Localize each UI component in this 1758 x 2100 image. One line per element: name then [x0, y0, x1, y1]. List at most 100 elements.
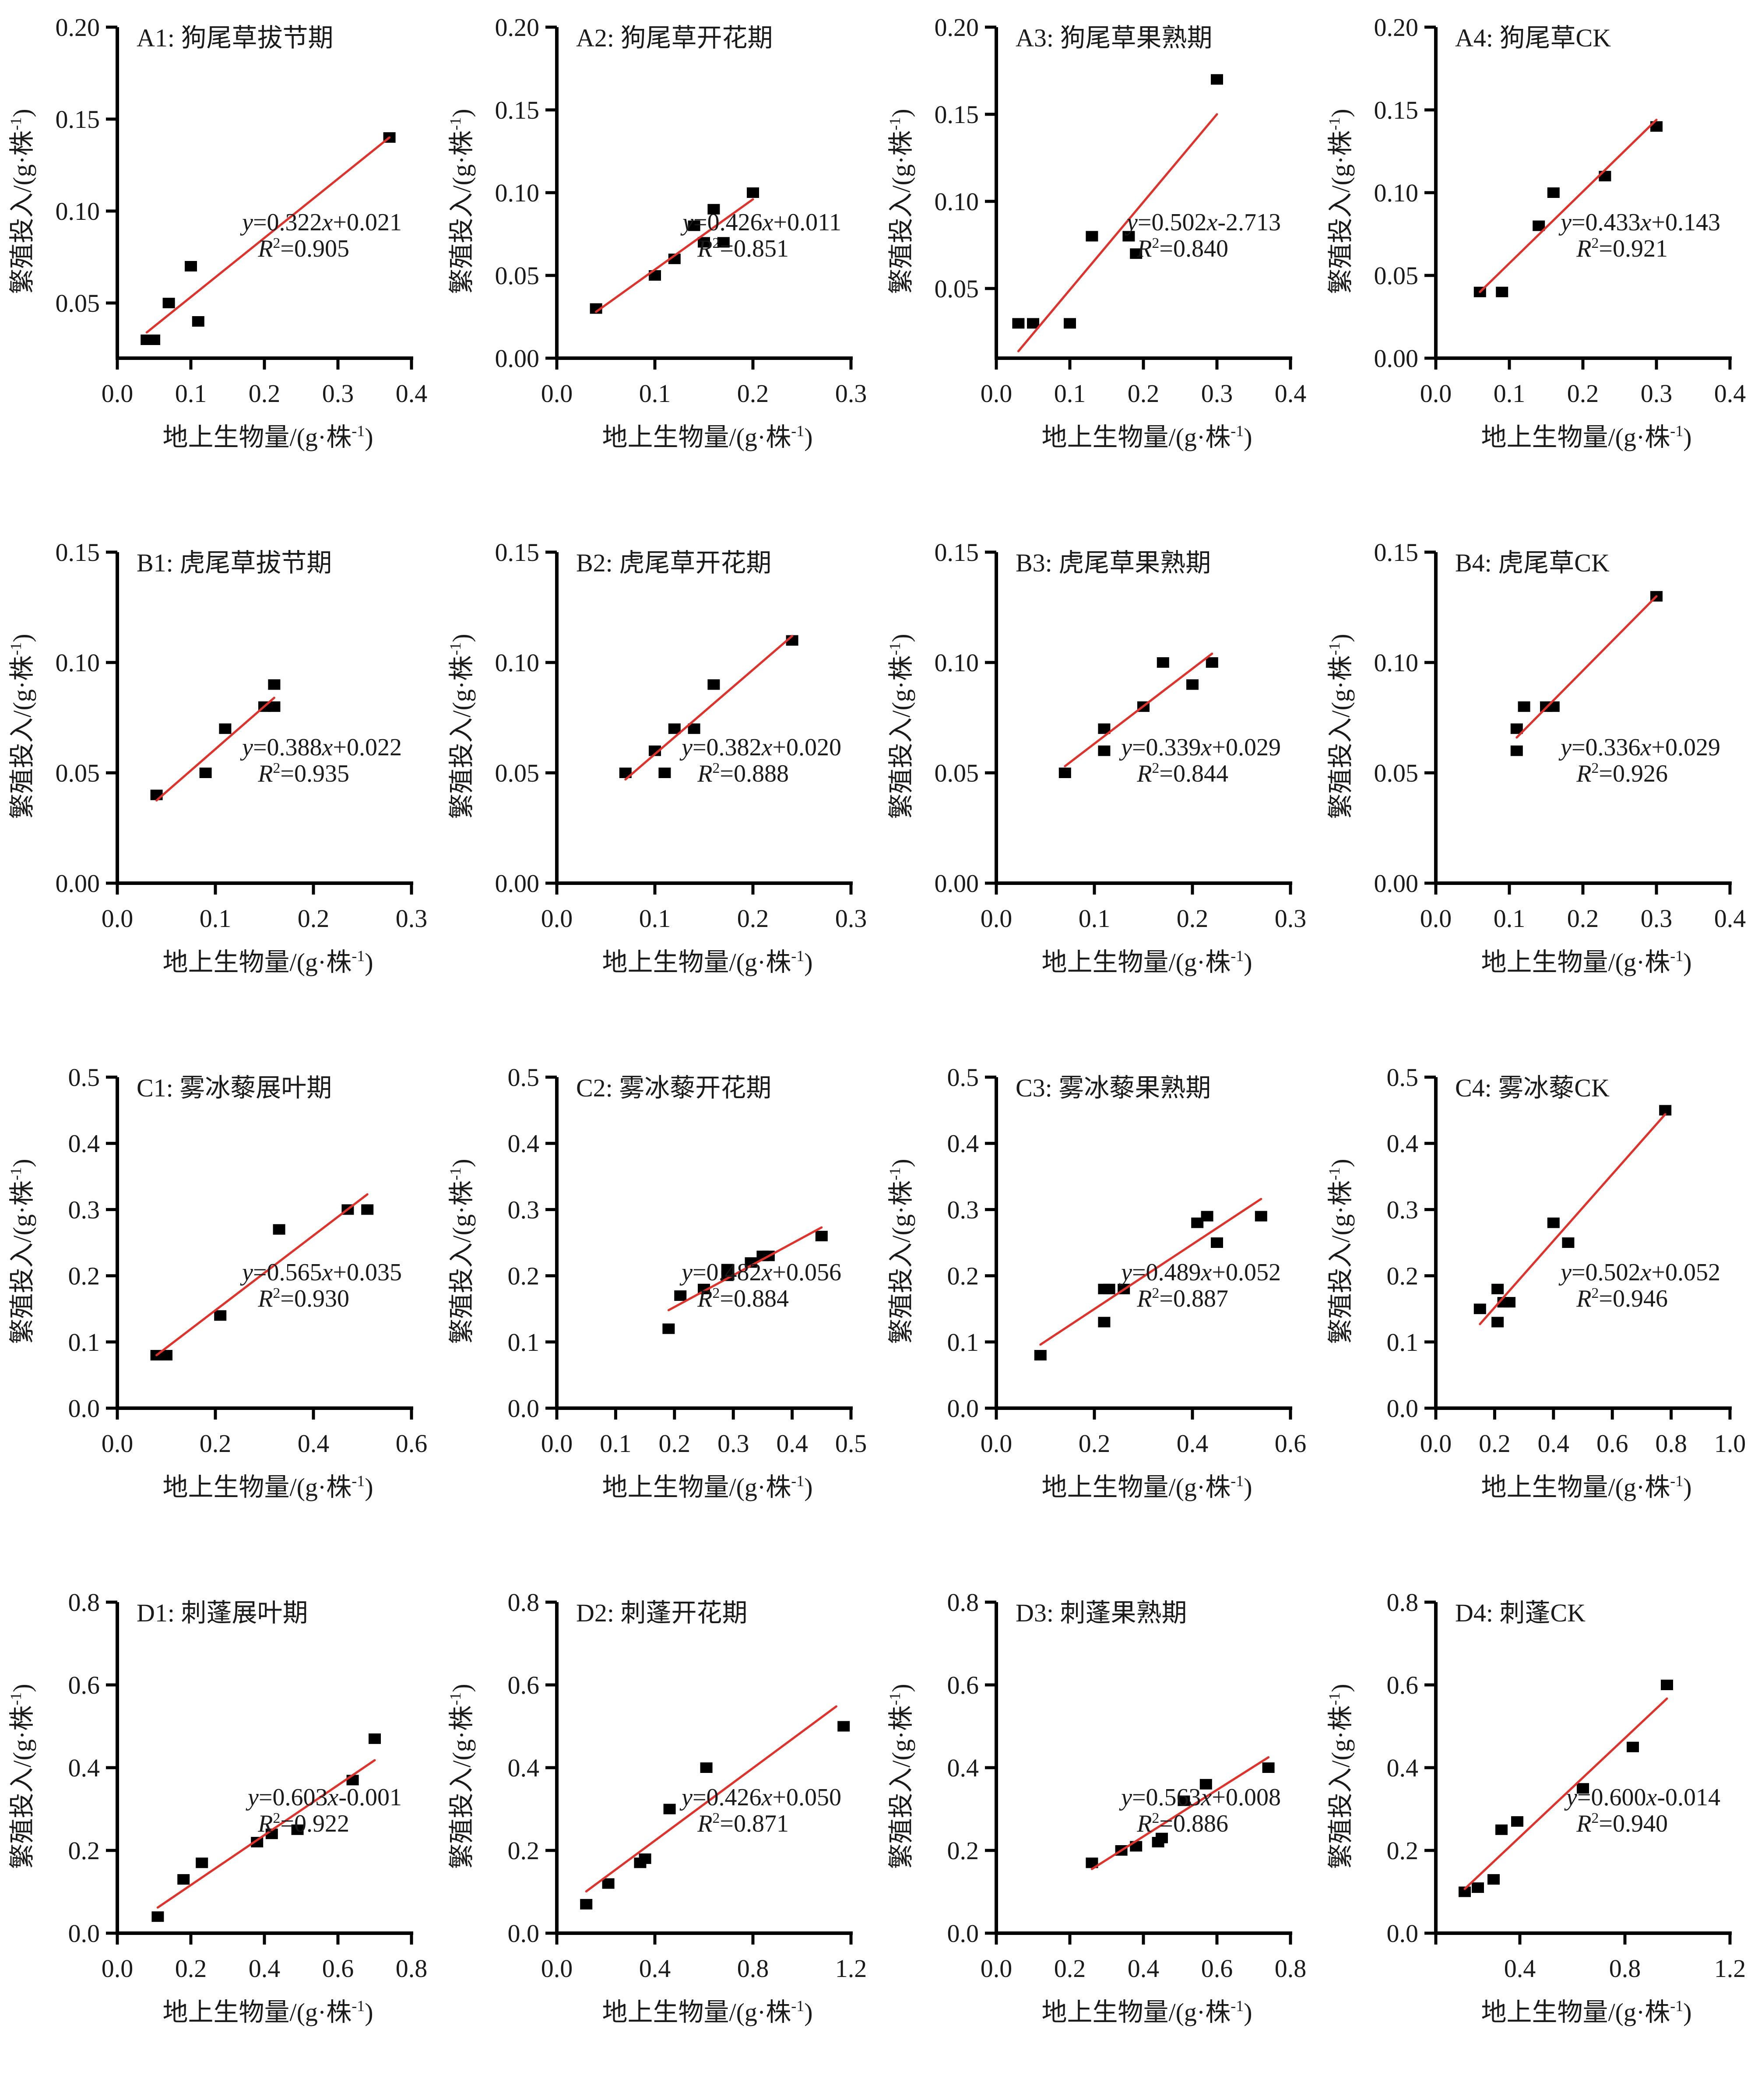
chart-panel-D4: 0.0 0.2 0.4 0.6 0.8 0.4 0.8 1.2 D4: 刺蓬CK 地上生物量/(g… — [1318, 1575, 1758, 2100]
data-point — [1473, 1304, 1486, 1314]
y-axis-label-paren: ) — [447, 1159, 476, 1167]
x-tick-label: 0.4 — [298, 1429, 330, 1458]
eq-x: x — [1206, 209, 1217, 236]
chart-panel-A4: 0.00 0.05 0.10 0.15 0.20 0.0 0.1 0.2 0.3 0.4 A4: 狗… — [1318, 0, 1758, 525]
y-tick-label: 0.5 — [947, 1063, 979, 1092]
data-point — [1533, 220, 1545, 231]
x-axis-label-text: 地上生物量/(g·株 — [1041, 423, 1231, 451]
y-tick-label: 0.20 — [1374, 13, 1419, 42]
data-point — [1064, 318, 1076, 329]
x-tick-label: 0.4 — [776, 1429, 808, 1458]
y-axis-label-sup: -1 — [447, 1692, 464, 1705]
panel-title: A4: 狗尾草CK — [1455, 24, 1611, 52]
r2-label: R — [1576, 1810, 1591, 1837]
r2-label: R — [1136, 760, 1152, 787]
x-axis-label-paren: ) — [365, 948, 373, 976]
y-tick-label: 0.4 — [508, 1754, 540, 1782]
data-point — [1262, 1762, 1275, 1773]
y-tick-label: 0.6 — [68, 1671, 100, 1699]
data-point — [273, 1224, 285, 1235]
x-axis-label-text: 地上生物量/(g·株 — [602, 423, 791, 451]
data-point — [151, 1911, 164, 1922]
x-tick-label: 0.1 — [1494, 379, 1526, 408]
x-axis-label-text: 地上生物量/(g·株 — [1481, 1473, 1670, 1501]
eq-intercept: -0.014 — [1657, 1784, 1720, 1811]
x-tick-label: 0.2 — [1054, 1954, 1086, 1983]
x-tick-label: 0.4 — [1275, 379, 1307, 408]
chart-panel-B1: 0.00 0.05 0.10 0.15 0.0 0.1 0.2 0.3 B1: 虎尾草拔节期 地上… — [0, 525, 440, 1050]
y-axis-label: 繁殖投入/(g·株-1) — [447, 1159, 476, 1344]
x-axis-label-paren: ) — [1244, 1473, 1252, 1501]
x-tick-label: 0.0 — [541, 904, 573, 933]
y-axis-label-paren: ) — [8, 1684, 36, 1692]
x-tick-label: 0.4 — [1538, 1429, 1570, 1458]
regression-equation: y=0.600x-0.014 — [1564, 1784, 1720, 1811]
y-tick-label: 0.4 — [947, 1754, 979, 1782]
r2-value: =0.887 — [1159, 1285, 1228, 1312]
r2-value: =0.930 — [280, 1285, 349, 1312]
r2-label: R — [697, 1810, 712, 1837]
y-axis-label-sup: -1 — [7, 642, 25, 655]
r2-sup: 2 — [1152, 1810, 1159, 1826]
x-axis-label-paren: ) — [1683, 1998, 1691, 2026]
regression-line — [156, 1759, 376, 1909]
data-point — [199, 768, 212, 778]
x-tick-label: 0.2 — [737, 904, 769, 933]
eq-slope: =0.336 — [1572, 734, 1641, 761]
y-tick-label: 0.4 — [68, 1129, 100, 1158]
y-tick-label: 0.2 — [508, 1262, 540, 1290]
y-tick-label: 0.05 — [495, 261, 540, 290]
eq-slope: =0.502 — [1138, 209, 1207, 236]
x-axis-label-text: 地上生物量/(g·株 — [602, 1473, 791, 1501]
r-squared: R2=0.926 — [1576, 760, 1668, 787]
r-squared: R2=0.935 — [257, 760, 349, 787]
y-tick-label: 0.2 — [68, 1262, 100, 1290]
x-tick-label: 0.6 — [322, 1954, 354, 1983]
y-axis-label-text: 繁殖投入/(g·株 — [8, 1180, 36, 1344]
y-tick-label: 0.0 — [508, 1919, 540, 1948]
y-tick-label: 0.10 — [495, 648, 540, 677]
x-tick-label: 0.1 — [200, 904, 232, 933]
x-axis-label-text: 地上生物量/(g·株 — [162, 1998, 352, 2026]
x-tick-label: 0.8 — [1655, 1429, 1687, 1458]
regression-equation: y=0.502x-2.713 — [1125, 209, 1281, 236]
eq-y: y — [1119, 734, 1132, 761]
y-tick-label: 0.00 — [56, 869, 100, 898]
chart-panel-A3: 0.05 0.10 0.15 0.20 0.0 0.1 0.2 0.3 0.4 A3: 狗尾草果熟… — [879, 0, 1318, 525]
y-axis-label-text: 繁殖投入/(g·株 — [1326, 1705, 1355, 1869]
x-tick-label: 0.0 — [981, 1954, 1013, 1983]
x-tick-label: 0.0 — [102, 1429, 134, 1458]
x-axis-label: 地上生物量/(g·株-1) — [1481, 947, 1691, 976]
eq-y: y — [1558, 1259, 1572, 1286]
x-tick-label: 0.2 — [175, 1954, 207, 1983]
r2-value: =0.926 — [1599, 760, 1668, 787]
r2-value: =0.886 — [1159, 1810, 1228, 1837]
eq-x: x — [322, 209, 333, 236]
y-tick-label: 0.00 — [1374, 344, 1419, 373]
x-axis-label: 地上生物量/(g·株-1) — [602, 1997, 812, 2026]
r2-label: R — [697, 760, 712, 787]
x-axis-label: 地上生物量/(g·株-1) — [162, 422, 373, 451]
x-tick-label: 0.2 — [1128, 379, 1160, 408]
regression-line — [1479, 1113, 1667, 1325]
x-tick-label: 0.2 — [1479, 1429, 1511, 1458]
regression-line — [585, 1705, 837, 1893]
eq-x: x — [327, 1784, 338, 1811]
r2-label: R — [257, 760, 273, 787]
data-point — [1255, 1211, 1267, 1222]
x-tick-label: 0.6 — [1201, 1954, 1233, 1983]
x-axis-label-paren: ) — [1244, 1998, 1252, 2026]
y-tick-label: 0.10 — [1374, 648, 1419, 677]
data-point — [1086, 231, 1098, 242]
eq-slope: =0.339 — [1132, 734, 1201, 761]
y-tick-label: 0.10 — [495, 179, 540, 207]
regression-equation: y=0.502x+0.052 — [1558, 1259, 1720, 1286]
x-tick-label: 0.2 — [1567, 904, 1599, 933]
r2-sup: 2 — [273, 760, 280, 776]
x-axis-label-paren: ) — [804, 1998, 812, 2026]
chart-panel-B2: 0.00 0.05 0.10 0.15 0.0 0.1 0.2 0.3 B2: 虎尾草开花期 地上… — [440, 525, 879, 1050]
y-tick-label: 0.4 — [508, 1129, 540, 1158]
x-axis-label: 地上生物量/(g·株-1) — [1041, 1472, 1252, 1501]
data-point — [580, 1899, 593, 1910]
r-squared: R2=0.888 — [697, 760, 789, 787]
